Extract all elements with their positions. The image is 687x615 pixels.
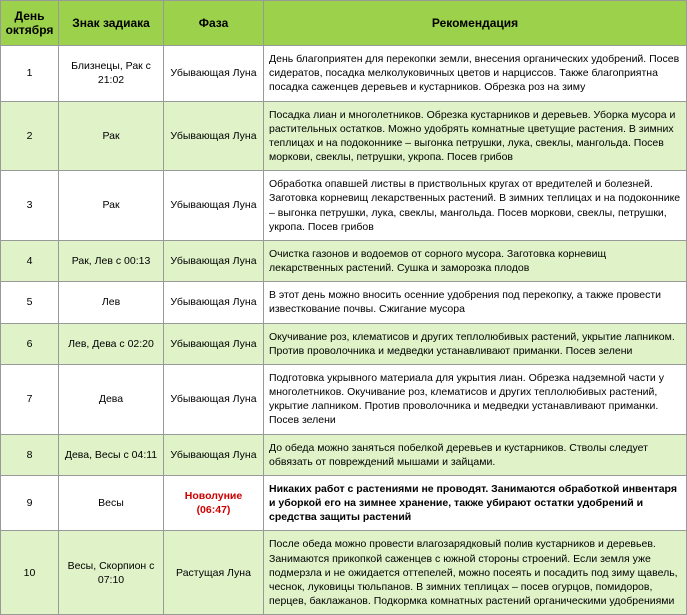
table-row: 2РакУбывающая ЛунаПосадка лиан и многоле… [1,101,687,171]
cell-day: 4 [1,240,59,281]
table-row: 4Рак, Лев с 00:13Убывающая ЛунаОчистка г… [1,240,687,281]
cell-day: 8 [1,434,59,475]
calendar-table: День октября Знак задиака Фаза Рекоменда… [0,0,687,615]
cell-rec: Обработка опавшей листвы в приствольных … [264,171,687,241]
cell-phase: Убывающая Луна [164,46,264,102]
cell-phase: Убывающая Луна [164,434,264,475]
cell-sign: Близнецы, Рак с 21:02 [59,46,164,102]
cell-sign: Рак [59,171,164,241]
cell-rec: Подготовка укрывного материала для укрыт… [264,364,687,434]
cell-phase: Растущая Луна [164,531,264,615]
cell-rec: До обеда можно заняться побелкой деревье… [264,434,687,475]
cell-day: 10 [1,531,59,615]
table-row: 6Лев, Дева с 02:20Убывающая ЛунаОкучиван… [1,323,687,364]
table-row: 7ДеваУбывающая ЛунаПодготовка укрывного … [1,364,687,434]
cell-day: 1 [1,46,59,102]
cell-rec: День благоприятен для перекопки земли, в… [264,46,687,102]
cell-phase: Убывающая Луна [164,323,264,364]
cell-sign: Лев, Дева с 02:20 [59,323,164,364]
cell-rec: Очистка газонов и водоемов от сорного му… [264,240,687,281]
header-row: День октября Знак задиака Фаза Рекоменда… [1,1,687,46]
cell-rec: В этот день можно вносить осенние удобре… [264,282,687,323]
cell-phase: Убывающая Луна [164,282,264,323]
cell-phase: Убывающая Луна [164,364,264,434]
cell-phase: Убывающая Луна [164,101,264,171]
cell-rec: Никаких работ с растениями не проводят. … [264,475,687,531]
header-phase: Фаза [164,1,264,46]
cell-rec: После обеда можно провести влагозарядков… [264,531,687,615]
cell-day: 3 [1,171,59,241]
cell-phase: Убывающая Луна [164,171,264,241]
table-row: 10Весы, Скорпион с 07:10Растущая ЛунаПос… [1,531,687,615]
table-row: 5ЛевУбывающая ЛунаВ этот день можно внос… [1,282,687,323]
table-row: 9ВесыНоволуние (06:47)Никаких работ с ра… [1,475,687,531]
cell-phase: Убывающая Луна [164,240,264,281]
cell-day: 5 [1,282,59,323]
table-body: 1Близнецы, Рак с 21:02Убывающая ЛунаДень… [1,46,687,615]
cell-day: 2 [1,101,59,171]
header-sign: Знак задиака [59,1,164,46]
cell-sign: Весы [59,475,164,531]
cell-sign: Лев [59,282,164,323]
cell-rec: Посадка лиан и многолетников. Обрезка ку… [264,101,687,171]
cell-sign: Весы, Скорпион с 07:10 [59,531,164,615]
cell-sign: Дева, Весы с 04:11 [59,434,164,475]
cell-sign: Дева [59,364,164,434]
cell-sign: Рак, Лев с 00:13 [59,240,164,281]
header-rec: Рекомендация [264,1,687,46]
cell-day: 7 [1,364,59,434]
cell-phase: Новолуние (06:47) [164,475,264,531]
table-row: 8Дева, Весы с 04:11Убывающая ЛунаДо обед… [1,434,687,475]
cell-rec: Окучивание роз, клематисов и других тепл… [264,323,687,364]
header-day: День октября [1,1,59,46]
cell-day: 9 [1,475,59,531]
cell-day: 6 [1,323,59,364]
table-row: 1Близнецы, Рак с 21:02Убывающая ЛунаДень… [1,46,687,102]
table-row: 3РакУбывающая ЛунаОбработка опавшей лист… [1,171,687,241]
cell-sign: Рак [59,101,164,171]
